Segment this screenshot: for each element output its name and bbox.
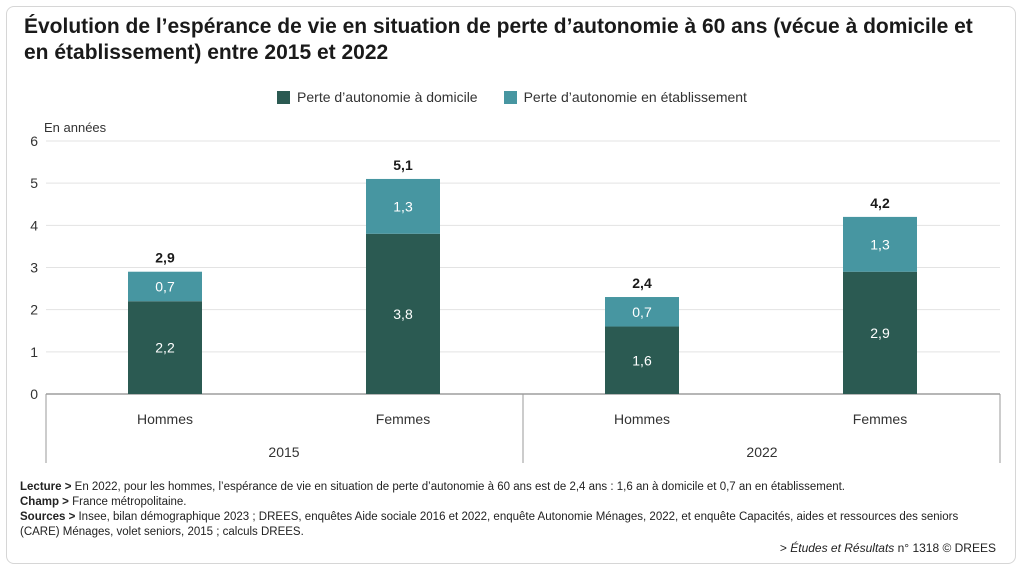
- y-tick-label: 5: [30, 175, 38, 191]
- note-sources: Sources > Insee, bilan démographique 202…: [20, 510, 1000, 540]
- y-tick-label: 4: [30, 217, 38, 233]
- bar-value-label: 3,8: [393, 306, 413, 322]
- x-category-label: Femmes: [853, 411, 907, 427]
- bar-segment-etablissement: [128, 271, 202, 302]
- x-group-label: 2022: [746, 444, 777, 460]
- bar-segment-etablissement: [843, 216, 917, 272]
- bar-segment-domicile: [128, 301, 202, 394]
- chart-title: Évolution de l’espérance de vie en situa…: [24, 15, 973, 64]
- bar-value-label: 2,9: [870, 325, 890, 341]
- note-champ-label: Champ >: [20, 496, 69, 508]
- figure-frame: [6, 6, 1016, 564]
- note-champ: Champ > France métropolitaine.: [20, 495, 1000, 510]
- bar-segment-domicile: [843, 271, 917, 394]
- x-group-label: 2015: [268, 444, 299, 460]
- publication-credit: > Études et Résultats n° 1318 © DREES: [780, 541, 996, 555]
- bar-segment-etablissement: [366, 178, 440, 234]
- note-sources-label: Sources >: [20, 511, 76, 523]
- note-lecture-text: En 2022, pour les hommes, l’espérance de…: [71, 481, 845, 493]
- legend-swatch-domicile: [277, 90, 291, 104]
- bar-value-label: 0,7: [155, 278, 175, 294]
- y-tick-label: 1: [30, 344, 38, 360]
- bar-value-label: 1,6: [632, 352, 652, 368]
- legend-swatch-etablissement: [503, 90, 517, 104]
- bar-value-label: 0,7: [632, 304, 652, 320]
- note-lecture-label: Lecture >: [20, 481, 72, 493]
- x-category-label: Hommes: [614, 411, 670, 427]
- bar-value-label: 1,3: [393, 198, 413, 214]
- stacked-bar-chart: 0 1 2 3 4 5 6 2,2 0,7 2,9 Hommes 3,8 1,3 5,1 Femmes 1,6…: [30, 133, 1001, 463]
- chart-notes: Lecture > En 2022, pour les hommes, l’es…: [20, 480, 1000, 540]
- note-champ-text: France métropolitaine.: [68, 496, 187, 508]
- legend-item-domicile: Perte d’autonomie à domicile: [277, 89, 478, 105]
- legend-item-etablissement: Perte d’autonomie en établissement: [503, 89, 747, 105]
- chart-legend: Perte d’autonomie à domicile Perte d’aut…: [0, 89, 1024, 105]
- bar-segment-etablissement: [605, 297, 679, 327]
- y-tick-label: 0: [30, 386, 38, 402]
- credit-suffix: n° 1318 © DREES: [894, 541, 996, 555]
- bar-value-label: 2,2: [155, 340, 175, 356]
- bar-total-label: 2,9: [155, 250, 175, 266]
- bar-segment-domicile: [605, 326, 679, 394]
- bar-total-label: 2,4: [632, 275, 652, 291]
- x-category-label: Femmes: [376, 411, 430, 427]
- y-tick-label: 6: [30, 133, 38, 149]
- y-axis-unit-label: En années: [44, 120, 107, 135]
- bar-segment-domicile: [366, 233, 440, 394]
- legend-label-domicile: Perte d’autonomie à domicile: [297, 89, 478, 105]
- note-lecture: Lecture > En 2022, pour les hommes, l’es…: [20, 480, 1000, 495]
- credit-publication: Études et Résultats: [790, 541, 895, 555]
- bar-total-label: 5,1: [393, 157, 413, 173]
- x-category-label: Hommes: [137, 411, 193, 427]
- legend-label-etablissement: Perte d’autonomie en établissement: [523, 89, 747, 105]
- y-tick-label: 2: [30, 302, 38, 318]
- y-tick-label: 3: [30, 260, 38, 276]
- bar-value-label: 1,3: [870, 236, 890, 252]
- bar-total-label: 4,2: [870, 195, 890, 211]
- note-sources-text: Insee, bilan démographique 2023 ; DREES,…: [20, 511, 959, 538]
- credit-prefix: >: [779, 541, 791, 555]
